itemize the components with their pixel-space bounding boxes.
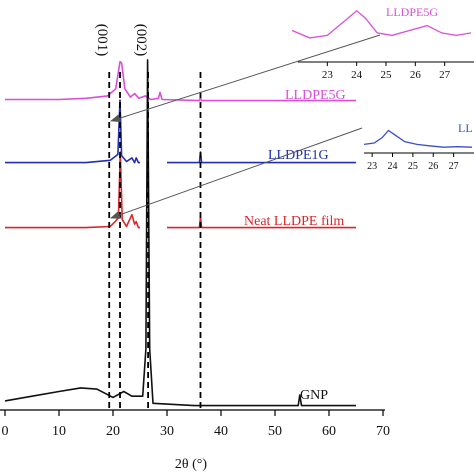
inset-tick-label: 27 <box>439 69 451 81</box>
inset-arrow <box>110 127 363 219</box>
series-label-neat-lldpe-film: Neat LLDPE film <box>244 214 344 229</box>
inset-tick-label: 24 <box>351 69 363 81</box>
inset-arrow <box>110 34 381 123</box>
inset-group: 23 24 25 26 27 LLDPE5G 23 24 25 26 27 LL <box>291 5 474 172</box>
series-label-group: LLDPE5G LLDPE1G Neat LLDPE film GNP <box>244 88 346 403</box>
x-axis: 0 10 20 30 40 50 60 70 <box>0 409 390 439</box>
inset-tick-label: 26 <box>428 161 438 172</box>
x-tick-label: 60 <box>322 424 336 439</box>
inset-tick-label: 26 <box>410 69 422 81</box>
inset-tick-label: 23 <box>367 161 377 172</box>
peak-label-group: (001) (002) <box>94 24 149 57</box>
series-line-gnp <box>4 59 356 407</box>
x-tick-label: 40 <box>214 424 228 439</box>
series-label-lldpe1g: LLDPE1G <box>268 148 329 163</box>
x-tick-label: 20 <box>106 424 120 439</box>
x-tick-label: 0 <box>2 424 9 439</box>
inset-tick-label: 25 <box>408 161 418 172</box>
main-series-group <box>4 59 356 407</box>
peak-label: (001) <box>94 24 110 57</box>
reference-lines <box>108 72 202 410</box>
inset-label: LL <box>458 121 473 135</box>
inset-line <box>363 129 473 148</box>
x-axis-label: 2θ (°) <box>175 457 207 472</box>
inset-tick-label: 27 <box>449 161 459 172</box>
arrow-group <box>110 34 381 219</box>
inset-label: LLDPE5G <box>386 5 438 19</box>
inset-tick-label: 23 <box>322 69 334 81</box>
x-tick-label: 30 <box>160 424 174 439</box>
x-tick-label: 10 <box>52 424 66 439</box>
peak-label: (002) <box>133 24 149 57</box>
series-label-lldpe5g: LLDPE5G <box>285 88 346 103</box>
x-tick-label: 50 <box>268 424 282 439</box>
inset-tick-label: 25 <box>381 69 393 81</box>
inset-line <box>291 9 472 39</box>
x-tick-label: 70 <box>376 424 390 439</box>
inset-tick-label: 24 <box>388 161 398 172</box>
series-line-lldpe5g <box>5 60 356 102</box>
series-label-gnp: GNP <box>300 388 328 403</box>
